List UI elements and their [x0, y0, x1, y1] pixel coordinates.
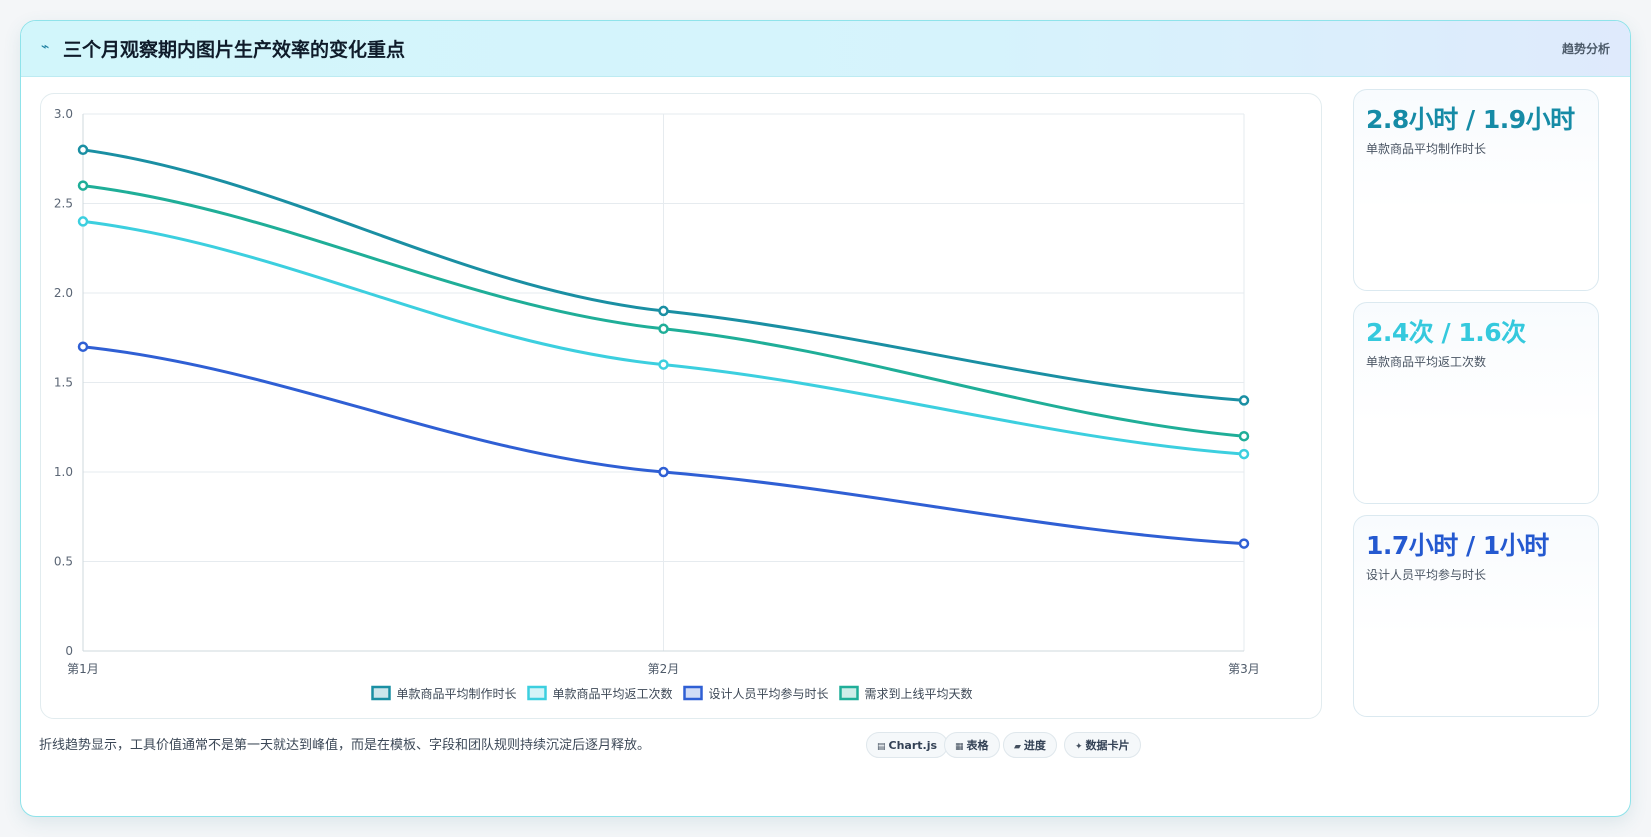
- stat-card-production-time: 2.8小时 / 1.9小时 单款商品平均制作时长: [1353, 89, 1599, 291]
- x-tick-label: 第3月: [1228, 662, 1260, 676]
- data-point: [658, 466, 669, 478]
- stat-card-designer-time: 1.7小时 / 1小时 设计人员平均参与时长: [1353, 515, 1599, 717]
- y-tick-label: 2.5: [54, 197, 73, 211]
- pill-progress[interactable]: ▰ 进度: [1003, 732, 1057, 758]
- y-tick-label: 2.0: [54, 286, 73, 300]
- stat-card-rework-count: 2.4次 / 1.6次 单款商品平均返工次数: [1353, 302, 1599, 504]
- stat-value: 1.7小时 / 1小时: [1366, 531, 1549, 560]
- stat-value: 2.8小时 / 1.9小时: [1366, 105, 1575, 134]
- pill-table[interactable]: ▦ 表格: [944, 732, 1000, 758]
- y-tick-label: 3.0: [54, 107, 73, 121]
- data-point: [658, 323, 669, 335]
- trend-card: ⌁ 三个月观察期内图片生产效率的变化重点 趋势分析 0 0.5 1.0 1.5 2.0 2…: [20, 20, 1631, 817]
- pill-label: 进度: [1023, 739, 1046, 752]
- pill-data-card[interactable]: ✦ 数据卡片: [1064, 732, 1141, 758]
- legend-label: 需求到上线平均天数: [865, 686, 973, 701]
- legend-swatch: [683, 685, 703, 701]
- x-tick-label: 第2月: [648, 662, 680, 676]
- card-title: 三个月观察期内图片生产效率的变化重点: [63, 39, 406, 61]
- chart-panel: 0 0.5 1.0 1.5 2.0 2.5 3.0 第1月 第2月 第3月单款商品平均制作时长 单款…: [40, 93, 1322, 719]
- data-point: [1238, 448, 1250, 460]
- data-point: [77, 341, 89, 352]
- pill-label: 数据卡片: [1085, 739, 1130, 752]
- legend-label: 单款商品平均返工次数: [553, 686, 673, 701]
- data-point: [77, 216, 89, 227]
- table-icon: ▦: [955, 742, 964, 752]
- legend-swatch: [839, 685, 859, 701]
- stat-label: 设计人员平均参与时长: [1366, 568, 1487, 582]
- y-tick-label: 0: [65, 644, 73, 658]
- data-point: [1238, 395, 1250, 406]
- legend-swatch: [527, 685, 547, 701]
- pulse-icon: ⌁: [41, 39, 50, 55]
- data-point: [658, 305, 669, 317]
- legend-swatch: [371, 685, 391, 701]
- y-tick-label: 0.5: [54, 555, 73, 569]
- chart-icon: ▤: [877, 742, 886, 752]
- y-tick-label: 1.5: [54, 376, 73, 390]
- legend-label: 单款商品平均制作时长: [397, 686, 517, 701]
- legend-label: 设计人员平均参与时长: [709, 686, 829, 701]
- stat-value: 2.4次 / 1.6次: [1366, 318, 1526, 347]
- y-tick-label: 1.0: [54, 465, 73, 479]
- progress-icon: ▰: [1014, 742, 1021, 752]
- pill-chartjs[interactable]: ▤ Chart.js: [866, 732, 949, 758]
- pill-label: Chart.js: [888, 739, 938, 752]
- card-header: ⌁ 三个月观察期内图片生产效率的变化重点 趋势分析: [21, 21, 1630, 77]
- sparkle-icon: ✦: [1075, 742, 1083, 752]
- stat-label: 单款商品平均制作时长: [1366, 142, 1487, 156]
- data-point: [77, 144, 89, 156]
- data-point: [1238, 538, 1250, 549]
- trend-analysis-tag: 趋势分析: [1561, 42, 1610, 56]
- data-point: [1238, 430, 1250, 442]
- data-point: [77, 180, 89, 191]
- pill-label: 表格: [966, 739, 989, 752]
- x-tick-label: 第1月: [67, 662, 99, 676]
- data-point: [658, 359, 669, 370]
- stat-label: 单款商品平均返工次数: [1366, 355, 1487, 369]
- footer-note: 折线趋势显示，工具价值通常不是第一天就达到峰值，而是在模板、字段和团队规则持续沉…: [39, 738, 651, 753]
